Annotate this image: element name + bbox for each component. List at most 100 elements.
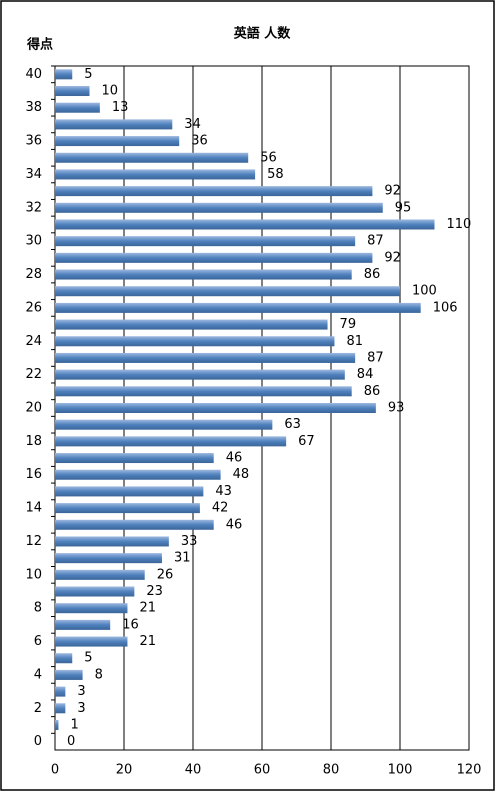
value-label: 86 xyxy=(364,267,381,282)
value-label: 87 xyxy=(367,234,384,249)
value-label: 58 xyxy=(267,167,284,182)
y-tick-label: 16 xyxy=(25,467,42,482)
y-tick-label: 28 xyxy=(25,267,42,282)
y-tick-label: 24 xyxy=(25,334,42,349)
bar xyxy=(55,569,145,580)
y-tick-label: 40 xyxy=(25,67,42,82)
value-label: 16 xyxy=(122,617,139,632)
x-tick-label: 60 xyxy=(254,763,271,778)
value-label: 5 xyxy=(84,67,92,82)
value-label: 106 xyxy=(433,300,458,315)
y-tick-label: 34 xyxy=(25,167,42,182)
value-label: 84 xyxy=(357,367,374,382)
value-label: 42 xyxy=(212,501,229,516)
value-label: 93 xyxy=(388,401,405,416)
value-label: 0 xyxy=(67,734,75,749)
bar xyxy=(55,703,66,714)
bar xyxy=(55,302,421,313)
y-tick-label: 0 xyxy=(34,734,42,749)
value-label: 13 xyxy=(112,100,129,115)
bar xyxy=(55,286,400,297)
y-tick-label: 38 xyxy=(25,100,42,115)
value-label: 34 xyxy=(184,117,201,132)
bar xyxy=(55,686,66,697)
y-tick-label: 8 xyxy=(34,601,42,616)
value-label: 10 xyxy=(102,84,119,99)
bar xyxy=(55,86,90,97)
y-tick-label: 36 xyxy=(25,134,42,149)
bar xyxy=(55,319,328,330)
bar xyxy=(55,102,100,113)
y-tick-label: 18 xyxy=(25,434,42,449)
y-tick-label: 26 xyxy=(25,300,42,315)
y-tick-label: 32 xyxy=(25,200,42,215)
value-label: 1 xyxy=(70,717,78,732)
x-tick-label: 20 xyxy=(116,763,133,778)
bar xyxy=(55,69,73,80)
bar xyxy=(55,336,335,347)
bar xyxy=(55,202,383,213)
bar xyxy=(55,669,83,680)
bar xyxy=(55,553,162,564)
y-tick-label: 30 xyxy=(25,234,42,249)
bar xyxy=(55,619,111,630)
value-label: 8 xyxy=(95,667,103,682)
bar xyxy=(55,169,256,180)
y-tick-label: 14 xyxy=(25,501,42,516)
bar xyxy=(55,653,73,664)
bar xyxy=(55,519,214,530)
x-tick-label: 100 xyxy=(388,763,413,778)
chart-title: 英語 人数 xyxy=(233,26,292,42)
y-tick-label: 20 xyxy=(25,401,42,416)
value-label: 33 xyxy=(181,534,198,549)
value-label: 21 xyxy=(139,634,156,649)
value-label: 3 xyxy=(77,684,85,699)
bar xyxy=(55,352,356,363)
bar xyxy=(55,403,376,413)
bar xyxy=(55,586,135,597)
y-tick-label: 12 xyxy=(25,534,42,549)
bar xyxy=(55,252,373,263)
value-label: 48 xyxy=(233,467,250,482)
value-label: 100 xyxy=(412,284,437,299)
bar xyxy=(55,119,173,130)
value-label: 26 xyxy=(157,567,174,582)
y-tick-label: 4 xyxy=(34,667,42,682)
value-label: 43 xyxy=(215,484,232,499)
bar xyxy=(55,269,352,280)
bar xyxy=(55,369,345,380)
x-tick-label: 120 xyxy=(457,763,482,778)
y-tick-label: 6 xyxy=(34,634,42,649)
bar xyxy=(55,453,214,464)
x-tick-label: 80 xyxy=(323,763,340,778)
x-tick-label: 0 xyxy=(51,763,59,778)
value-label: 31 xyxy=(174,551,191,566)
bar xyxy=(55,386,352,397)
value-label: 21 xyxy=(139,601,156,616)
value-label: 81 xyxy=(346,334,363,349)
value-label: 92 xyxy=(384,184,401,199)
value-label: 56 xyxy=(260,150,277,165)
x-tick-label: 40 xyxy=(185,763,202,778)
y-tick-label: 10 xyxy=(25,567,42,582)
value-label: 110 xyxy=(447,217,472,232)
bar xyxy=(55,486,204,497)
bar xyxy=(55,136,180,147)
bar xyxy=(55,419,273,430)
value-label: 67 xyxy=(298,434,315,449)
bar xyxy=(55,152,249,163)
bar xyxy=(55,436,287,447)
value-label: 79 xyxy=(340,317,357,332)
y-tick-label: 22 xyxy=(25,367,42,382)
value-label: 46 xyxy=(226,517,243,532)
value-label: 86 xyxy=(364,384,381,399)
bar xyxy=(55,536,169,547)
value-label: 92 xyxy=(384,250,401,265)
bar xyxy=(55,469,221,480)
value-label: 3 xyxy=(77,701,85,716)
bar xyxy=(55,719,59,730)
bar xyxy=(55,219,435,230)
value-label: 23 xyxy=(146,584,163,599)
bar xyxy=(55,503,200,514)
